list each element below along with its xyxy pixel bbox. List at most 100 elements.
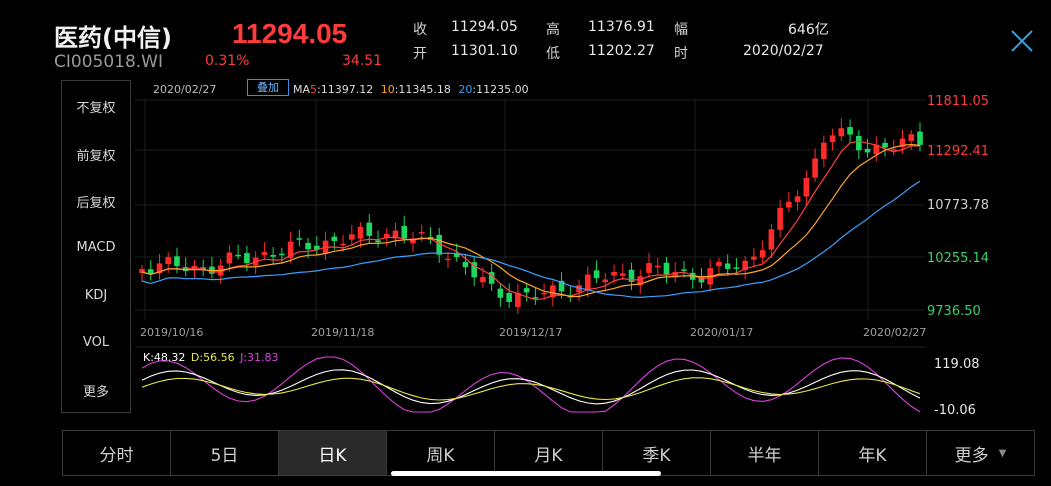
- period-tabs: 分时 5日 日K 周K 月K 季K 半年 年K 更多 ▼: [62, 430, 1035, 476]
- candle-body: [576, 285, 582, 293]
- candle-body: [794, 196, 801, 202]
- tab-5day[interactable]: 5日: [171, 431, 279, 475]
- sidebar-item-vol[interactable]: VOL: [82, 335, 110, 350]
- candle-body: [873, 144, 880, 155]
- kdj-bottom-label: -10.06: [934, 403, 976, 418]
- candle-body: [672, 272, 679, 278]
- candle-body: [471, 262, 477, 278]
- tab-monthly-k[interactable]: 月K: [495, 431, 603, 475]
- tab-intraday-label: 分时: [99, 445, 134, 466]
- tab-quarterly-k[interactable]: 季K: [603, 431, 711, 475]
- candle-body: [619, 273, 626, 276]
- candle-body: [733, 267, 740, 269]
- candle-body: [383, 233, 390, 238]
- sidebar-item-macd[interactable]: MACD: [76, 240, 116, 255]
- x-label-1: 2019/10/16: [140, 326, 204, 339]
- candle-body: [270, 254, 276, 257]
- candle-body: [348, 234, 355, 240]
- close-icon[interactable]: [1008, 27, 1036, 55]
- kdj-legend: K:48.32 D:56.56 J:31.83: [143, 351, 279, 364]
- kdj-k-label: K:48.32: [143, 351, 186, 364]
- kdj-top-label: 119.08: [934, 357, 980, 372]
- candle-body: [829, 135, 836, 142]
- x-label-4: 2020/01/17: [690, 326, 754, 339]
- instrument-code: CI005018.WI: [54, 52, 164, 72]
- candle-body: [147, 269, 154, 274]
- candle-body: [838, 128, 845, 137]
- stat-open-label: 开: [413, 46, 427, 62]
- sidebar-item-no-adjust[interactable]: 不复权: [76, 101, 116, 116]
- candle-body: [418, 232, 425, 234]
- tab-monthly-k-label: 月K: [534, 445, 563, 466]
- tab-half-year-label: 半年: [747, 445, 782, 466]
- change-value: 34.51: [342, 53, 383, 69]
- candle-body: [812, 158, 818, 178]
- candlestick-chart[interactable]: [0, 0, 1051, 430]
- candle-body: [305, 242, 311, 250]
- candle-body: [593, 270, 600, 279]
- tab-quarterly-k-label: 季K: [642, 445, 671, 466]
- tab-daily-k-label: 日K: [318, 445, 347, 466]
- candle-body: [602, 279, 609, 283]
- tab-intraday[interactable]: 分时: [63, 431, 171, 475]
- candle-body: [296, 238, 303, 240]
- candle-body: [515, 292, 521, 307]
- candle-body: [663, 262, 670, 275]
- candle-body: [436, 234, 443, 255]
- candle-body: [366, 222, 373, 236]
- candle-body: [497, 288, 504, 298]
- candle-body: [786, 201, 792, 208]
- candle-body: [235, 254, 241, 257]
- tab-daily-k[interactable]: 日K: [279, 431, 387, 475]
- sidebar-item-kdj[interactable]: KDJ: [84, 288, 108, 303]
- tab-yearly-k[interactable]: 年K: [819, 431, 927, 475]
- candle-body: [314, 245, 320, 250]
- tab-half-year[interactable]: 半年: [711, 431, 819, 475]
- candle-body: [392, 230, 399, 239]
- stat-low-value: 11202.27: [588, 43, 655, 59]
- ma-legend: MA5:11397.12 10:11345.18 20:11235.00: [293, 83, 529, 96]
- sidebar-item-more[interactable]: 更多: [82, 385, 109, 400]
- candle-body: [698, 277, 705, 283]
- candle-body: [724, 263, 731, 269]
- candle-body: [506, 292, 512, 303]
- y-label-2: 11292.41: [927, 144, 990, 159]
- candle-body: [453, 253, 460, 257]
- candle-body: [864, 148, 871, 153]
- candle-body: [899, 138, 906, 147]
- stat-open-value: 11301.10: [451, 43, 518, 59]
- y-label-4: 10255.14: [927, 251, 990, 266]
- candle-body: [908, 134, 915, 142]
- candle-body: [751, 256, 757, 260]
- overlay-button[interactable]: 叠加: [247, 79, 289, 96]
- sidebar-item-forward-adjust[interactable]: 前复权: [76, 149, 116, 164]
- candle-body: [261, 252, 268, 255]
- x-label-2: 2019/11/18: [311, 326, 375, 339]
- candle-body: [410, 238, 416, 244]
- candle-body: [585, 274, 591, 290]
- candle-body: [532, 297, 539, 299]
- ma5-line: [141, 140, 920, 301]
- candle-body: [156, 263, 163, 274]
- stat-close-value: 11294.05: [451, 19, 518, 35]
- y-label-5: 9736.50: [927, 304, 981, 319]
- ma5-value: :11397.12: [317, 83, 374, 96]
- home-indicator[interactable]: [391, 471, 661, 476]
- y-label-1: 11811.05: [927, 94, 990, 109]
- ma10-period: 10: [380, 83, 395, 96]
- sidebar-item-backward-adjust[interactable]: 后复权: [76, 196, 116, 211]
- candle-body: [165, 257, 172, 265]
- tab-more[interactable]: 更多 ▼: [927, 431, 1034, 475]
- tab-5day-label: 5日: [210, 445, 239, 466]
- tab-weekly-k[interactable]: 周K: [387, 431, 495, 475]
- candle-body: [716, 261, 722, 267]
- candle-body: [287, 241, 294, 259]
- candle-body: [803, 177, 810, 197]
- candle-body: [646, 263, 652, 273]
- chart-date: 2020/02/27: [153, 83, 217, 96]
- candle-body: [856, 135, 862, 151]
- stat-time-label: 时: [674, 46, 688, 62]
- stat-close-label: 收: [413, 22, 427, 38]
- kdj-k-line: [141, 369, 921, 405]
- candle-body: [611, 271, 617, 276]
